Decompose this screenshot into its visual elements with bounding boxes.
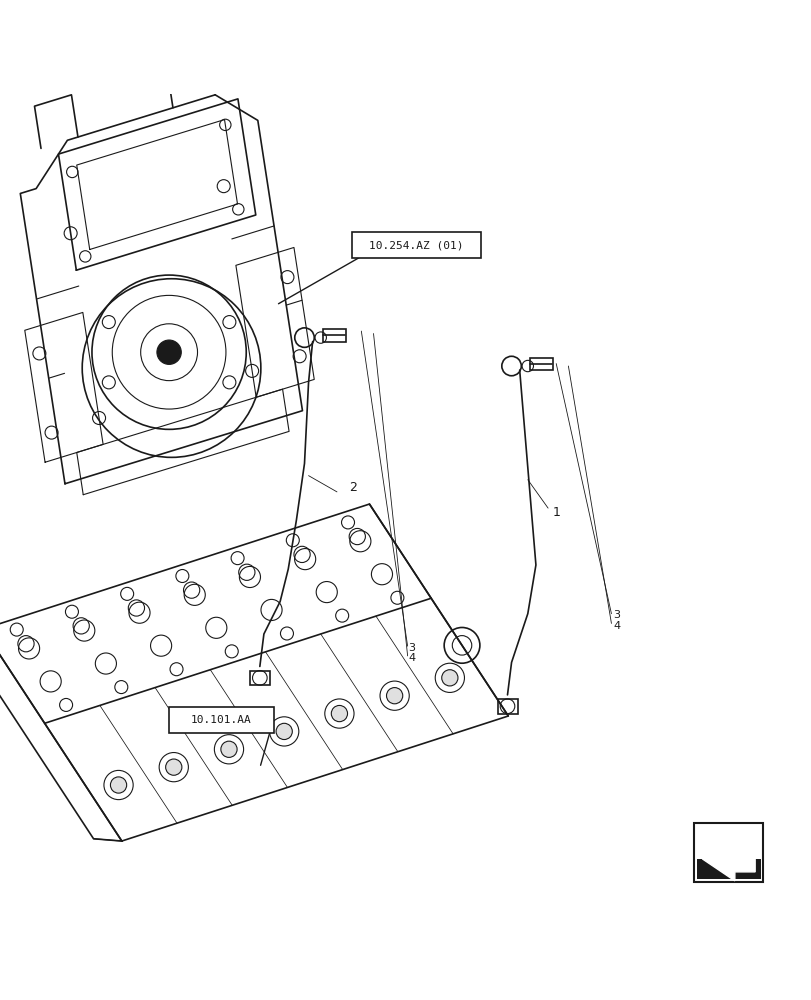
Bar — [323, 329, 345, 342]
Bar — [696, 859, 760, 879]
Bar — [693, 823, 762, 882]
Circle shape — [165, 759, 182, 775]
Polygon shape — [702, 836, 754, 881]
Text: 1: 1 — [551, 506, 560, 519]
Text: 3: 3 — [612, 610, 620, 620]
FancyBboxPatch shape — [351, 232, 480, 258]
Circle shape — [221, 741, 237, 757]
Text: 10.101.AA: 10.101.AA — [191, 715, 251, 725]
Text: 4: 4 — [408, 653, 415, 663]
Bar — [250, 671, 270, 685]
Circle shape — [110, 777, 127, 793]
Circle shape — [386, 688, 402, 704]
FancyBboxPatch shape — [169, 707, 273, 733]
Text: 2: 2 — [349, 481, 357, 494]
Circle shape — [276, 723, 292, 740]
Bar — [497, 699, 517, 714]
Text: 3: 3 — [408, 643, 415, 653]
Circle shape — [441, 670, 457, 686]
Circle shape — [331, 705, 347, 722]
Circle shape — [157, 340, 181, 364]
Bar — [530, 358, 552, 370]
Text: 10.254.AZ (01): 10.254.AZ (01) — [368, 240, 463, 250]
Text: 4: 4 — [612, 621, 620, 631]
